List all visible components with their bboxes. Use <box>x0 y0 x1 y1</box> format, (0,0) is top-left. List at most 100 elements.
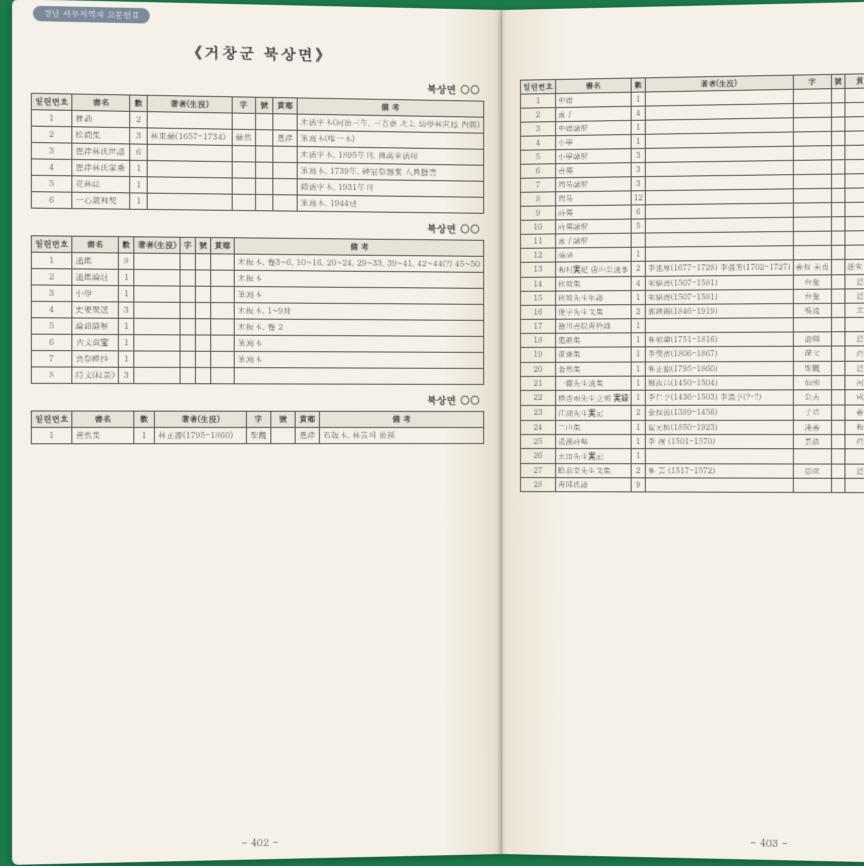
table-cell <box>645 318 793 333</box>
table-cell <box>831 317 844 331</box>
table-cell: 筆寫本 <box>234 335 483 352</box>
table-cell: 喪祭禮抄 <box>72 351 119 368</box>
table-cell <box>147 144 232 161</box>
table-cell: 1 <box>631 92 645 106</box>
table-cell <box>195 367 210 383</box>
table-cell: 3 <box>118 302 133 318</box>
table-cell <box>831 303 844 317</box>
table-cell <box>793 203 832 218</box>
table-cell <box>831 478 844 492</box>
table-cell: 通鑑 <box>72 253 119 270</box>
table-cell: 15 <box>520 291 555 305</box>
column-header: 字 <box>246 411 270 427</box>
table-cell: 1 <box>631 134 645 148</box>
table-cell <box>844 202 864 217</box>
table-cell: 16 <box>520 305 555 319</box>
table-row: 19復齋集1李燮濬(1806-1867)深父眞宝石版本, 居霞明洞 <box>520 345 864 362</box>
table-cell: 6 <box>31 192 72 209</box>
table-cell <box>271 427 295 443</box>
table-cell: 眞宝 <box>844 346 864 361</box>
column-header: 著者(生沒) <box>147 95 232 113</box>
table-cell: 郭鍾錫(1846-1919) <box>645 304 793 319</box>
table-cell: 3 <box>631 148 645 162</box>
table-cell: 恩津 <box>295 427 319 443</box>
column-header: 書名 <box>72 236 119 253</box>
column-header: 일련번호 <box>31 93 72 110</box>
table-cell: 台叟 <box>793 289 832 303</box>
table-cell: 3 <box>31 285 72 302</box>
table-cell: 中庸諺解 <box>555 120 631 135</box>
table-cell: 古文眞宝 <box>72 334 119 351</box>
table-cell: 1 <box>31 110 72 127</box>
table-cell: 19 <box>520 347 555 362</box>
table-cell: 孟子諺解 <box>555 233 631 248</box>
table-cell <box>195 254 210 270</box>
table-cell: 17 <box>520 319 555 333</box>
table-2: 일련번호書名數著者(生沒)字號貫鄕備 考 1通鑑8木板本, 卷3~6, 10~1… <box>31 235 484 385</box>
column-header: 貫鄕 <box>273 98 297 115</box>
table-cell <box>255 162 273 178</box>
table-cell <box>831 202 844 216</box>
table-cell: 20 <box>520 362 555 376</box>
table-cell <box>645 478 793 493</box>
table-cell <box>134 253 180 270</box>
table-cell: 1 <box>118 335 133 351</box>
table-cell: 6 <box>520 164 555 179</box>
column-header: 數 <box>134 411 155 427</box>
table-cell: 27 <box>520 464 555 478</box>
table-cell: 書傳 <box>555 163 631 178</box>
table-cell: 李述原(1677-1728) 李遇芳(1702-1727) <box>645 260 793 276</box>
table-cell: 李燮濬(1806-1867) <box>645 346 793 362</box>
table-cell <box>232 194 256 211</box>
table-row: 1蒼然集1林正源(1795-1860)聖觀恩津石版本, 林芸의 後孫 <box>31 427 483 443</box>
table-cell <box>831 420 844 434</box>
table-cell <box>793 131 832 146</box>
table-row: 7喪祭禮抄1筆寫本 <box>31 351 483 369</box>
table-cell <box>844 216 864 231</box>
table-cell: 2 <box>31 269 72 286</box>
table-cell <box>134 302 180 319</box>
page-title: 《거창군 북상면》 <box>31 38 484 68</box>
table-cell: 4 <box>631 106 645 120</box>
table-cell: 12 <box>520 248 555 262</box>
table-cell: 1 <box>631 319 645 333</box>
table-cell: 3 <box>631 177 645 191</box>
table-cell: 恩津林氏世譜 <box>72 143 130 160</box>
table-cell <box>147 177 232 194</box>
table-cell: 4 <box>31 159 72 176</box>
table-cell: 深父 <box>793 346 832 361</box>
table-cell <box>195 319 210 335</box>
table-cell <box>844 478 864 492</box>
table-cell <box>180 351 195 367</box>
column-header: 일련번호 <box>31 411 72 427</box>
column-header: 備 考 <box>319 411 483 427</box>
table-row: 25退溪詩帖1李 滉 (1501-1570)景浩眞城木板本 <box>520 435 864 449</box>
table-cell <box>844 159 864 174</box>
table-cell: 2 <box>631 305 645 319</box>
table-cell: 1 <box>134 427 155 443</box>
table-cell: 聖觀 <box>246 427 270 443</box>
table-cell: 一蠹先生遺集 <box>555 376 631 390</box>
table-cell: 詩傳 <box>555 205 631 220</box>
table-cell: 延安 延安 <box>844 259 864 275</box>
table-cell <box>211 368 234 384</box>
table-cell <box>831 449 844 464</box>
table-cell <box>844 231 864 246</box>
column-header: 著者(生沒) <box>154 411 246 427</box>
table-cell <box>793 117 832 132</box>
table-cell: 宋騏壽(1507-1581) <box>645 289 793 304</box>
table-cell <box>255 178 273 194</box>
table-cell: 1 <box>631 120 645 134</box>
table-cell: 1 <box>130 177 147 194</box>
table-cell: 2 <box>631 464 645 478</box>
table-cell: 22 <box>520 390 555 405</box>
table-cell: 9 <box>631 478 645 492</box>
table-cell: 通鑑論註 <box>72 269 119 286</box>
table-cell: 鳴遠 <box>793 303 832 317</box>
table-cell: 瞻慕堂先生文集 <box>555 464 631 478</box>
table-cell: 周易 <box>555 191 631 206</box>
table-cell: 1 <box>631 420 645 434</box>
table-cell: 4 <box>520 136 555 151</box>
pagenum-right: - 403 - <box>502 830 864 856</box>
table-row: 24二山集1崔元根(1850-1923)達善和順木活字本, 卷1~2 <box>520 420 864 434</box>
